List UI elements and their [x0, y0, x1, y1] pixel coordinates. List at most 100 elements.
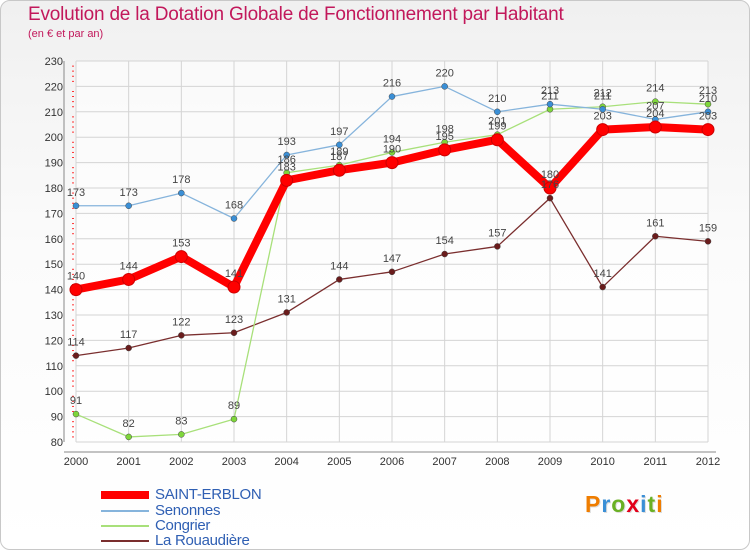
- data-point: [227, 280, 241, 294]
- logo-letter: o: [611, 491, 627, 517]
- data-point: [704, 238, 712, 245]
- legend-swatch-saint-erblon: [101, 491, 149, 499]
- data-label: 204: [646, 108, 664, 120]
- data-label: 178: [172, 174, 190, 186]
- data-label: 159: [699, 222, 717, 234]
- data-point: [125, 433, 132, 441]
- x-tick-label: 2004: [274, 456, 298, 468]
- data-label: 161: [646, 217, 664, 229]
- data-point: [178, 431, 185, 438]
- data-label: 141: [225, 268, 243, 280]
- data-point: [178, 189, 185, 197]
- data-label: 203: [593, 111, 611, 123]
- data-label: 213: [541, 85, 559, 97]
- y-tick-label: 100: [45, 386, 63, 398]
- data-point: [336, 141, 343, 149]
- data-label: 183: [277, 161, 295, 173]
- data-point: [438, 143, 452, 157]
- data-point: [441, 250, 448, 258]
- data-point: [490, 133, 504, 147]
- data-point: [494, 243, 501, 250]
- data-point: [388, 149, 396, 156]
- data-label: 157: [488, 227, 506, 239]
- data-label: 83: [175, 415, 187, 427]
- y-tick-label: 150: [45, 259, 63, 271]
- x-tick-label: 2007: [432, 456, 456, 468]
- y-tick-label: 220: [45, 81, 63, 93]
- legend-swatch-congrier: [101, 525, 149, 527]
- x-tick-label: 2001: [116, 456, 140, 468]
- x-tick-label: 2010: [590, 456, 614, 468]
- data-label: 82: [123, 418, 135, 430]
- y-tick-label: 200: [45, 132, 63, 144]
- data-label: 198: [435, 123, 453, 135]
- data-label: 180: [541, 169, 559, 181]
- proxiti-logo: Proxiti: [585, 491, 664, 518]
- data-label: 201: [488, 116, 506, 128]
- y-tick-label: 210: [45, 107, 63, 119]
- data-label: 211: [594, 90, 612, 102]
- data-label: 144: [330, 260, 348, 272]
- data-point: [336, 276, 343, 283]
- data-label: 122: [172, 316, 190, 328]
- data-point: [178, 332, 185, 339]
- data-point: [385, 156, 399, 170]
- data-label: 168: [225, 199, 243, 211]
- data-point: [283, 309, 290, 316]
- data-label: 203: [699, 111, 717, 123]
- data-point: [701, 123, 715, 137]
- logo-letter: t: [647, 491, 657, 517]
- y-tick-label: 230: [45, 56, 63, 68]
- legend-label-saint-erblon: SAINT-ERBLON: [155, 486, 262, 503]
- data-point: [230, 215, 238, 222]
- data-point: [72, 352, 80, 359]
- data-point: [72, 410, 80, 418]
- data-point: [72, 202, 80, 210]
- data-label: 176: [541, 179, 559, 191]
- data-label: 153: [172, 238, 190, 250]
- data-point: [704, 100, 712, 108]
- data-label: 214: [646, 83, 664, 95]
- data-point: [280, 173, 294, 187]
- data-label: 173: [119, 187, 137, 199]
- data-label: 144: [119, 260, 137, 272]
- y-tick-label: 160: [45, 234, 63, 246]
- data-label: 211: [541, 90, 559, 102]
- y-tick-label: 140: [45, 285, 63, 297]
- legend-label-la-rouaudiere: La Rouaudière: [155, 532, 250, 549]
- logo-letter: r: [601, 491, 612, 517]
- data-point: [704, 108, 712, 116]
- y-tick-label: 190: [45, 158, 63, 170]
- data-label: 141: [593, 268, 611, 280]
- data-label: 197: [330, 126, 348, 138]
- data-label: 194: [383, 133, 401, 145]
- data-point: [543, 181, 557, 195]
- x-tick-label: 2002: [169, 456, 193, 468]
- x-tick-label: 2006: [380, 456, 404, 468]
- x-tick-label: 2003: [222, 456, 246, 468]
- data-label: 123: [225, 314, 243, 326]
- data-point: [494, 108, 501, 116]
- data-label: 187: [330, 151, 348, 163]
- data-point: [596, 123, 610, 137]
- data-label: 114: [67, 337, 85, 349]
- data-label: 220: [435, 67, 453, 79]
- logo-letter: P: [585, 491, 602, 517]
- data-label: 213: [699, 85, 717, 97]
- data-label: 212: [593, 88, 611, 100]
- data-label: 89: [228, 400, 240, 412]
- data-label: 117: [120, 329, 138, 341]
- data-label: 216: [383, 78, 401, 90]
- data-label: 186: [277, 154, 295, 166]
- data-point: [332, 163, 346, 177]
- data-point: [652, 98, 659, 105]
- data-point: [283, 151, 290, 159]
- data-point: [125, 202, 132, 210]
- data-label: 190: [383, 144, 401, 156]
- data-point: [599, 106, 606, 113]
- legend-label-congrier: Congrier: [155, 517, 211, 534]
- logo-letter: x: [626, 491, 641, 517]
- logo-letter: i: [640, 491, 648, 517]
- data-label: 91: [70, 395, 82, 407]
